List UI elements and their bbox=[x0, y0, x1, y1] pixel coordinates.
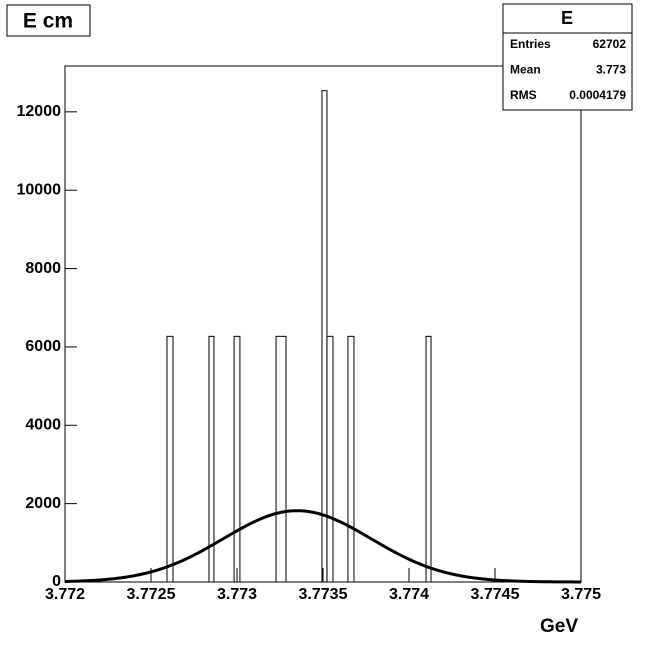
bar bbox=[208, 335, 215, 583]
y-tick-label: 6000 bbox=[25, 338, 61, 355]
x-tick-label: 3.774 bbox=[389, 586, 429, 603]
x-tick-label: 3.773 bbox=[217, 586, 257, 603]
bar bbox=[326, 335, 334, 583]
stats-label: RMS bbox=[510, 88, 537, 102]
stats-value: 3.773 bbox=[596, 63, 626, 77]
stats-label: Entries bbox=[510, 37, 551, 51]
chart-title: E cm bbox=[23, 10, 73, 33]
y-tick-label: 2000 bbox=[25, 495, 61, 512]
stats-value: 0.0004179 bbox=[569, 88, 626, 102]
stats-box bbox=[502, 3, 633, 111]
stats-label: Mean bbox=[510, 63, 541, 77]
title-box bbox=[6, 4, 91, 37]
stats-title: E bbox=[561, 8, 573, 28]
x-axis-label: GeV bbox=[540, 616, 578, 637]
y-tick-label: 10000 bbox=[17, 181, 62, 198]
x-tick-label: 3.775 bbox=[561, 586, 601, 603]
x-tick-label: 3.772 bbox=[45, 586, 85, 603]
bar bbox=[425, 335, 432, 583]
bar bbox=[233, 335, 241, 583]
y-tick-label: 0 bbox=[52, 573, 61, 590]
x-tick-label: 3.7745 bbox=[471, 586, 520, 603]
y-tick-label: 8000 bbox=[25, 260, 61, 277]
fit-curve bbox=[64, 509, 581, 584]
stats-value: 62702 bbox=[593, 37, 627, 51]
x-tick-label: 3.7725 bbox=[127, 586, 176, 603]
bar bbox=[347, 335, 355, 583]
bar bbox=[275, 335, 287, 583]
y-tick-label: 4000 bbox=[25, 416, 61, 433]
y-tick-label: 12000 bbox=[17, 103, 62, 120]
bar bbox=[166, 335, 174, 583]
x-tick-label: 3.7735 bbox=[299, 586, 348, 603]
